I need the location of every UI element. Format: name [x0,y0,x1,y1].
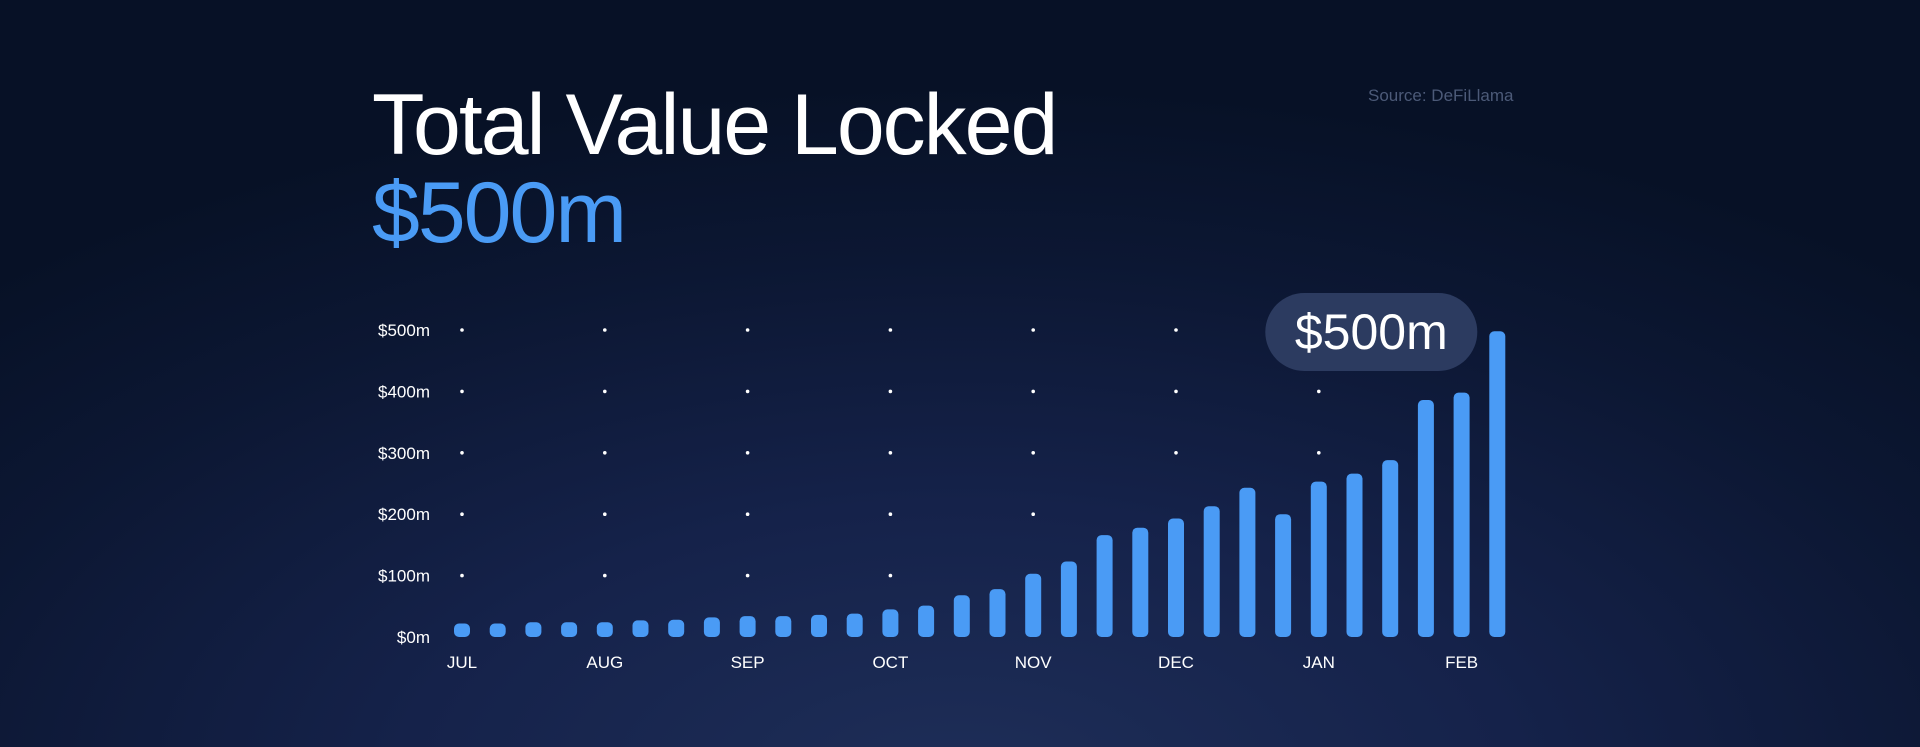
bar [1489,331,1506,637]
x-tick-label: OCT [872,653,908,672]
bar [668,619,685,637]
grid-dot [1174,328,1178,332]
bar [525,622,542,637]
grid-dot [603,573,607,578]
x-tick-label: JAN [1303,653,1335,672]
grid-dot [745,512,750,516]
grid-dot [603,389,607,394]
bar [1239,487,1256,637]
x-tick-label: DEC [1158,653,1194,672]
bar [596,622,613,637]
bars [454,331,1506,637]
source-credit: Source: DeFiLlama [1368,86,1514,105]
bar [739,616,756,637]
grid-dot [603,328,607,332]
bar [632,620,649,637]
grid-dot [1317,389,1321,394]
x-tick-label: FEB [1445,653,1478,672]
grid-dot [745,389,750,394]
bar [1168,518,1184,637]
tvl-headline-value: $500m [372,165,627,261]
bar [811,614,827,637]
bar [1132,527,1149,637]
bar [489,623,506,637]
grid-dot [745,573,750,578]
x-tick-label: NOV [1015,653,1053,672]
bar [1417,399,1434,637]
bar [882,609,899,637]
y-tick-label: $500m [378,321,430,340]
grid-dot [745,451,750,455]
grid-dot [888,389,893,394]
x-tick-label: SEP [731,653,765,672]
grid-dot [460,512,464,516]
bar [561,622,578,637]
bar [1310,481,1327,637]
x-tick-label: AUG [586,653,623,672]
bar [1025,573,1042,637]
grid-dot [888,451,893,455]
grid-dot [1031,389,1035,394]
bar [1203,506,1220,637]
grid-dot [745,328,750,332]
bar [703,617,720,637]
callout-value-label: $500m [1295,304,1448,360]
bar [1382,460,1399,637]
y-tick-label: $200m [378,505,430,524]
value-callout: $500m [1265,293,1478,371]
bar [1096,535,1113,637]
grid-dot [460,389,464,394]
grid-dot [460,328,464,332]
bar [846,613,863,637]
grid-dot [888,512,893,516]
bar [918,605,935,637]
y-tick-label: $100m [378,567,430,586]
grid-dot [888,573,893,578]
y-tick-label: $400m [378,382,430,401]
bar [989,589,1006,637]
y-tick-label: $300m [378,444,430,463]
callout-pill [1265,293,1478,371]
grid-dot [1174,451,1178,455]
grid-dots [460,328,1321,578]
grid-dot [460,573,464,578]
grid-dot [888,328,893,332]
chart-title: Total Value Locked [372,77,1058,173]
grid-dot [1317,451,1321,455]
bar [953,595,970,637]
grid-dot [603,451,607,455]
y-tick-label: $0m [397,628,430,647]
x-axis: JUL AUG SEP OCT NOV DEC JAN FEB [447,653,1478,672]
bar [454,623,470,637]
grid-dot [1031,512,1035,516]
bar [1060,561,1077,637]
grid-dot [460,451,464,455]
grid-dot [1031,451,1035,455]
bar [775,616,792,637]
x-tick-label: JUL [447,653,477,672]
bar [1453,392,1470,637]
bar [1275,514,1292,637]
grid-dot [603,512,607,516]
y-axis: $0m $100m $200m $300m $400m $500m [378,321,430,647]
bar [1346,473,1363,637]
grid-dot [1031,328,1035,332]
grid-dot [1174,389,1178,394]
